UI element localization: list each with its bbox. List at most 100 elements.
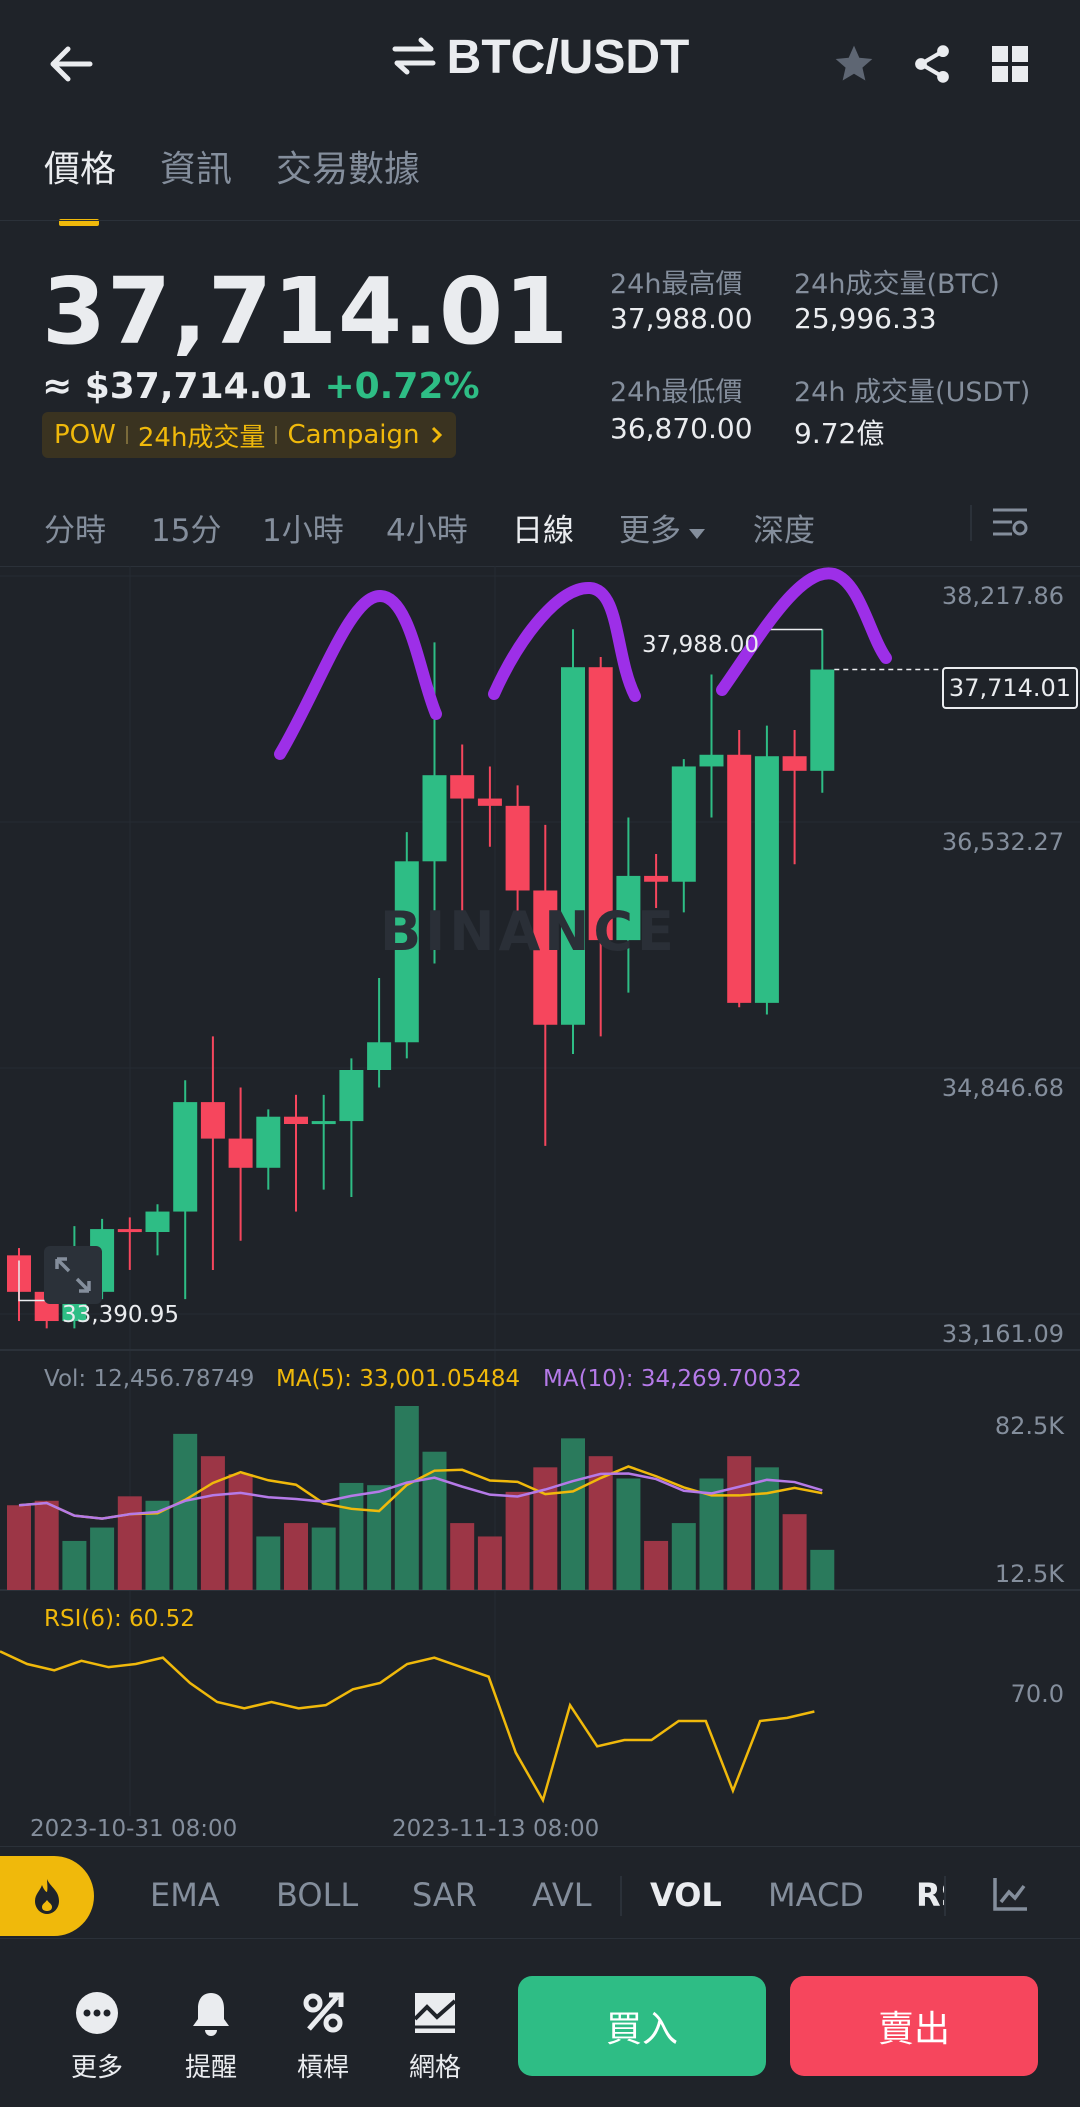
volume-bar <box>782 1514 807 1590</box>
back-button[interactable] <box>40 34 100 94</box>
tab-info[interactable]: 資訊 <box>160 149 233 190</box>
pair-title-text: BTC/USDT <box>446 31 690 84</box>
bell-icon <box>166 1985 256 2041</box>
hot-indicators-button[interactable] <box>0 1856 94 1936</box>
price-axis-label: 38,217.86 <box>941 582 1064 610</box>
volume-bar <box>810 1549 835 1590</box>
volume-bar <box>90 1527 115 1590</box>
volume-bar <box>62 1540 87 1590</box>
indicator-separator <box>620 1876 622 1916</box>
tag-bar[interactable]: POW 24h成交量 Campaign <box>42 412 456 458</box>
toolbar-leverage[interactable]: 槓桿 <box>278 1985 368 2084</box>
tag-pow[interactable]: POW <box>54 420 116 450</box>
annotation-arc <box>274 589 442 760</box>
indicator-avl[interactable]: AVL <box>532 1876 592 1914</box>
volume-bar <box>117 1496 142 1590</box>
interval-divider <box>970 505 972 541</box>
tab-trading-data[interactable]: 交易數據 <box>276 149 421 190</box>
volume-bar <box>256 1536 281 1590</box>
volume-axis-label: 82.5K <box>994 1412 1064 1440</box>
candle-body <box>367 1042 392 1071</box>
volume-bar <box>754 1467 779 1590</box>
indicator-boll[interactable]: BOLL <box>276 1876 359 1914</box>
indicator-sar[interactable]: SAR <box>412 1876 478 1914</box>
price-chart[interactable] <box>0 566 1080 1856</box>
interval-4h[interactable]: 4小時 <box>386 513 468 549</box>
toolbar-grid[interactable]: 網格 <box>390 1985 480 2084</box>
annotation-arc <box>488 582 641 702</box>
usd-price-line: ≈ $37,714.01 +0.72% <box>42 366 480 407</box>
volume-bar <box>616 1478 641 1590</box>
tabs-divider <box>0 220 1080 221</box>
indicator-vol[interactable]: VOL <box>650 1876 722 1914</box>
buy-button[interactable]: 買入 <box>518 1976 766 2076</box>
layout-button[interactable] <box>980 34 1040 94</box>
volume-bar <box>7 1505 31 1590</box>
volume-bar <box>671 1523 696 1590</box>
tag-volume[interactable]: 24h成交量 <box>137 422 266 453</box>
candle-body <box>754 756 779 1003</box>
price-axis-label: 34,846.68 <box>941 1074 1064 1102</box>
indicator-macd[interactable]: MACD <box>768 1876 864 1914</box>
interval-1h[interactable]: 1小時 <box>262 513 344 549</box>
stat-high-value: 37,988.00 <box>610 302 753 335</box>
indicator-divider <box>0 1846 1080 1847</box>
price-change: +0.72% <box>324 366 480 407</box>
volume-bar <box>561 1438 585 1590</box>
candle-body <box>450 775 475 799</box>
indicator-bar: EMA BOLL SAR AVL VOL MACD RSI <box>0 1856 1080 1936</box>
price-axis-label: 33,161.09 <box>941 1320 1064 1348</box>
high-price-marker: 37,988.00 <box>642 632 760 658</box>
indicator-settings-button[interactable] <box>990 1874 1030 1918</box>
toolbar-grid-label: 網格 <box>408 2053 461 2083</box>
volume-bar <box>173 1433 198 1590</box>
indicator-separator <box>944 1876 946 1916</box>
volume-bar <box>394 1406 419 1590</box>
back-arrow-icon <box>50 46 93 82</box>
volume-legend: Vol: 12,456.78749 <box>44 1366 255 1392</box>
tag-separator <box>275 426 278 444</box>
sell-button[interactable]: 賣出 <box>790 1976 1038 2076</box>
indicator-rsi[interactable]: RSI <box>916 1876 944 1914</box>
candle-body <box>782 756 807 771</box>
volume-bar <box>450 1523 475 1590</box>
toolbar-more[interactable]: 更多 <box>52 1985 142 2084</box>
interval-more[interactable]: 更多 <box>619 505 707 550</box>
share-button[interactable] <box>902 34 962 94</box>
candle-body <box>145 1211 170 1232</box>
candle-body <box>616 875 641 941</box>
volume-bar <box>339 1482 364 1590</box>
volume-bar <box>505 1491 530 1590</box>
interval-15m[interactable]: 15分 <box>151 513 222 549</box>
tab-price[interactable]: 價格 <box>44 140 116 226</box>
candle-body <box>505 805 530 891</box>
candle-body <box>727 754 752 1003</box>
chart-settings-button[interactable] <box>990 504 1030 544</box>
toolbar-divider <box>0 1938 1080 1939</box>
volume-bar <box>367 1485 392 1590</box>
usd-price: ≈ $37,714.01 <box>42 366 313 407</box>
indicator-ema[interactable]: EMA <box>150 1876 220 1914</box>
toolbar-alert[interactable]: 提醒 <box>166 1985 256 2084</box>
volume-bar <box>727 1456 752 1590</box>
pair-title[interactable]: BTC/USDT <box>0 30 1080 88</box>
candle-body <box>644 875 669 882</box>
favorite-button[interactable] <box>824 34 884 94</box>
fullscreen-button[interactable] <box>44 1246 102 1304</box>
stat-low-label: 24h最低價 <box>610 377 743 408</box>
volume-ma5-legend: MA(5): 33,001.05484 <box>276 1366 521 1392</box>
chevron-right-icon <box>431 426 442 444</box>
candle-body <box>561 667 585 1025</box>
candle-body <box>117 1229 142 1233</box>
candle-body <box>810 669 835 771</box>
interval-time[interactable]: 分時 <box>44 513 106 549</box>
interval-1d[interactable]: 日線 <box>512 513 574 549</box>
candle-body <box>256 1116 281 1168</box>
interval-depth[interactable]: 深度 <box>753 513 815 549</box>
volume-bar <box>228 1474 253 1590</box>
chart-top-divider <box>0 566 1080 567</box>
tag-campaign[interactable]: Campaign <box>287 420 420 450</box>
candle-body <box>311 1121 336 1125</box>
annotation-arc <box>716 567 892 696</box>
